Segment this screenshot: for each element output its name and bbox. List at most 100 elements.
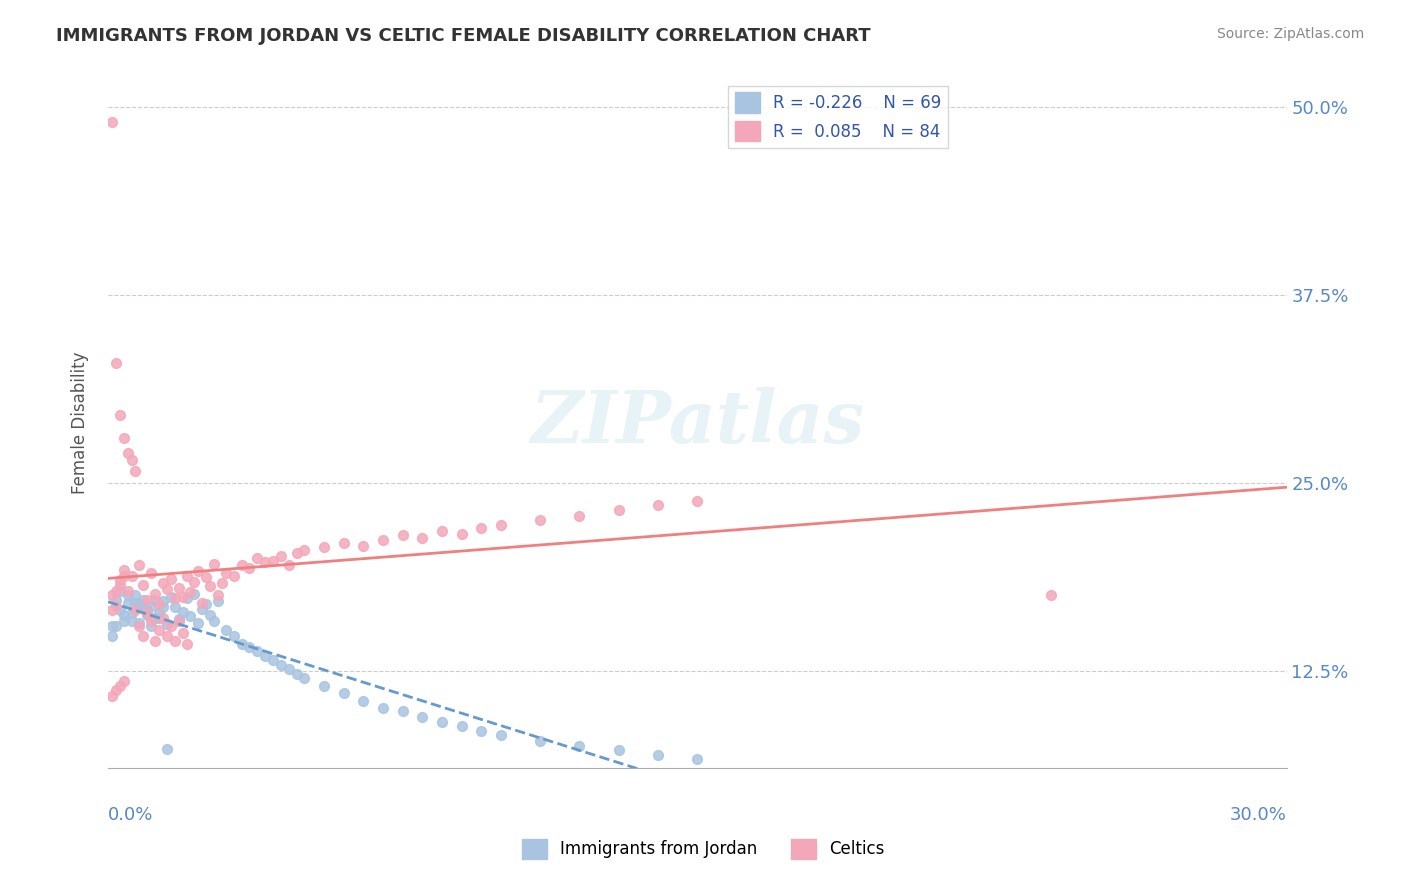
Point: [128, 615, 150, 630]
Point: [121, 607, 143, 621]
Point: [391, 704, 413, 718]
Point: [156, 629, 179, 643]
Point: [211, 576, 233, 591]
Text: 0.0%: 0.0%: [108, 805, 153, 823]
Point: [104, 618, 127, 632]
Point: [172, 590, 194, 604]
Point: [104, 356, 127, 370]
Point: [371, 701, 394, 715]
Point: [108, 578, 131, 592]
Point: [179, 585, 201, 599]
Point: [222, 569, 245, 583]
Point: [411, 532, 433, 546]
Point: [198, 607, 221, 622]
Point: [108, 574, 131, 588]
Point: [254, 648, 277, 663]
Point: [104, 593, 127, 607]
Point: [128, 618, 150, 632]
Point: [294, 543, 316, 558]
Point: [152, 576, 174, 591]
Point: [136, 607, 159, 622]
Point: [529, 734, 551, 748]
Point: [148, 611, 170, 625]
Point: [101, 618, 124, 632]
Point: [195, 570, 218, 584]
Point: [160, 618, 183, 632]
Point: [136, 607, 159, 621]
Point: [156, 617, 179, 632]
Point: [152, 594, 174, 608]
Point: [112, 674, 135, 689]
Point: [191, 596, 214, 610]
Point: [179, 609, 201, 624]
Point: [143, 593, 166, 607]
Point: [141, 566, 163, 580]
Point: [246, 550, 269, 565]
Point: [167, 614, 190, 628]
Point: [101, 589, 124, 603]
Text: 30.0%: 30.0%: [1230, 805, 1286, 823]
Point: [332, 686, 354, 700]
Point: [238, 640, 260, 654]
Point: [112, 607, 135, 622]
Point: [152, 611, 174, 625]
Point: [238, 561, 260, 575]
Point: [108, 584, 131, 599]
Point: [647, 747, 669, 762]
Point: [167, 581, 190, 595]
Point: [104, 599, 127, 613]
Point: [156, 741, 179, 756]
Point: [112, 569, 135, 583]
Point: [124, 596, 146, 610]
Point: [108, 679, 131, 693]
Point: [450, 527, 472, 541]
Point: [262, 653, 284, 667]
Point: [141, 599, 163, 613]
Point: [112, 614, 135, 628]
Point: [294, 671, 316, 685]
Legend: R = -0.226    N = 69, R =  0.085    N = 84: R = -0.226 N = 69, R = 0.085 N = 84: [728, 86, 948, 148]
Point: [450, 719, 472, 733]
Point: [430, 714, 453, 729]
Point: [222, 629, 245, 643]
Point: [215, 566, 238, 580]
Point: [277, 558, 299, 573]
Point: [143, 587, 166, 601]
Point: [187, 565, 209, 579]
Point: [117, 596, 139, 610]
Point: [160, 590, 183, 604]
Point: [568, 508, 591, 523]
Text: ZIPatlas: ZIPatlas: [530, 387, 865, 458]
Point: [132, 593, 155, 607]
Point: [141, 614, 163, 628]
Point: [124, 589, 146, 603]
Point: [132, 599, 155, 613]
Text: Source: ZipAtlas.com: Source: ZipAtlas.com: [1216, 27, 1364, 41]
Point: [104, 683, 127, 698]
Point: [128, 558, 150, 573]
Point: [198, 579, 221, 593]
Point: [136, 603, 159, 617]
Point: [277, 662, 299, 676]
Point: [172, 626, 194, 640]
Point: [121, 453, 143, 467]
Point: [254, 556, 277, 570]
Point: [101, 115, 124, 129]
Point: [231, 636, 253, 650]
Point: [270, 657, 292, 672]
Text: IMMIGRANTS FROM JORDAN VS CELTIC FEMALE DISABILITY CORRELATION CHART: IMMIGRANTS FROM JORDAN VS CELTIC FEMALE …: [56, 27, 870, 45]
Legend: Immigrants from Jordan, Celtics: Immigrants from Jordan, Celtics: [515, 832, 891, 866]
Point: [163, 600, 186, 615]
Point: [108, 409, 131, 423]
Point: [104, 584, 127, 599]
Point: [686, 494, 709, 508]
Point: [207, 589, 229, 603]
Point: [202, 557, 225, 571]
Point: [411, 710, 433, 724]
Point: [163, 591, 186, 606]
Point: [176, 636, 198, 650]
Point: [529, 513, 551, 527]
Point: [187, 615, 209, 630]
Point: [101, 603, 124, 617]
Point: [172, 605, 194, 619]
